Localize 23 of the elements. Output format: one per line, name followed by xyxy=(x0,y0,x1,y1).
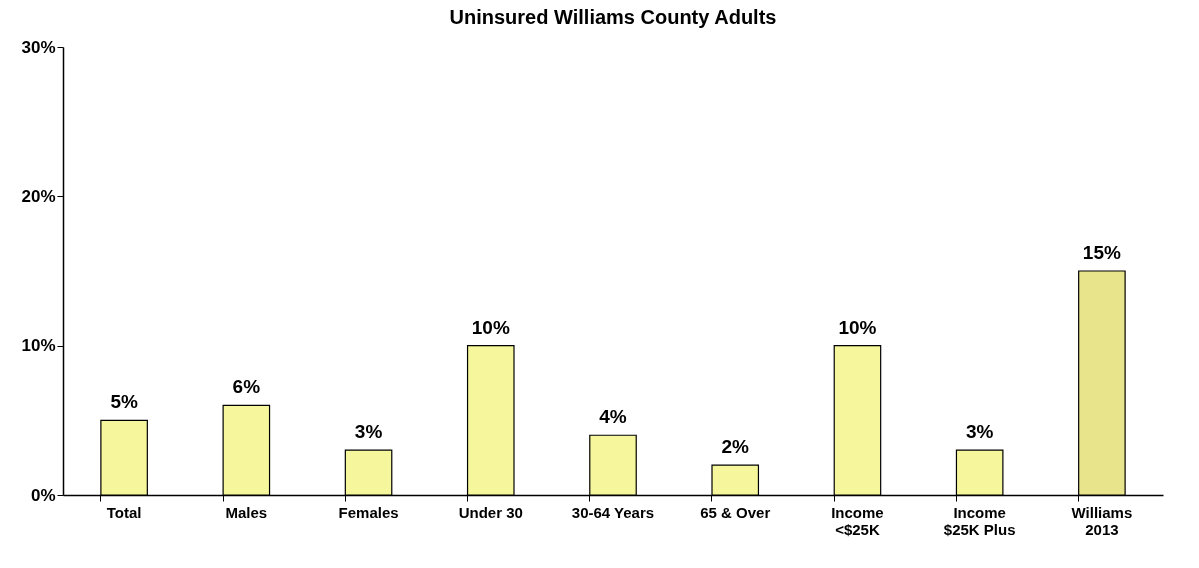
y-tick-label: 10% xyxy=(21,336,56,356)
y-tick-label: 30% xyxy=(21,37,56,57)
chart-title: Uninsured Williams County Adults xyxy=(449,6,777,28)
data-label: 5% xyxy=(110,391,138,413)
x-tick-label: Williams 2013 xyxy=(1071,503,1133,538)
data-label: 3% xyxy=(965,421,994,443)
x-tick-label: Females xyxy=(338,503,399,521)
data-label: 3% xyxy=(354,421,383,443)
x-tick-label: Total xyxy=(106,503,142,521)
x-tick-label: Males xyxy=(225,503,268,521)
data-label: 10% xyxy=(838,316,877,338)
data-label: 15% xyxy=(1082,242,1122,263)
x-tick-label: 30-64 Years xyxy=(571,503,655,521)
data-label: 4% xyxy=(599,406,627,428)
data-label: 10% xyxy=(471,316,510,338)
x-tick-label: Income <$25K xyxy=(831,503,884,538)
data-label: 2% xyxy=(721,436,750,458)
y-tick-label: 20% xyxy=(21,186,56,206)
data-label: 6% xyxy=(232,376,261,398)
x-tick-label: Under 30 xyxy=(458,503,523,521)
x-tick-label: 65 & Over xyxy=(700,503,771,521)
x-tick-label: Income $25K Plus xyxy=(943,503,1016,538)
y-tick-label: 0% xyxy=(30,485,56,505)
